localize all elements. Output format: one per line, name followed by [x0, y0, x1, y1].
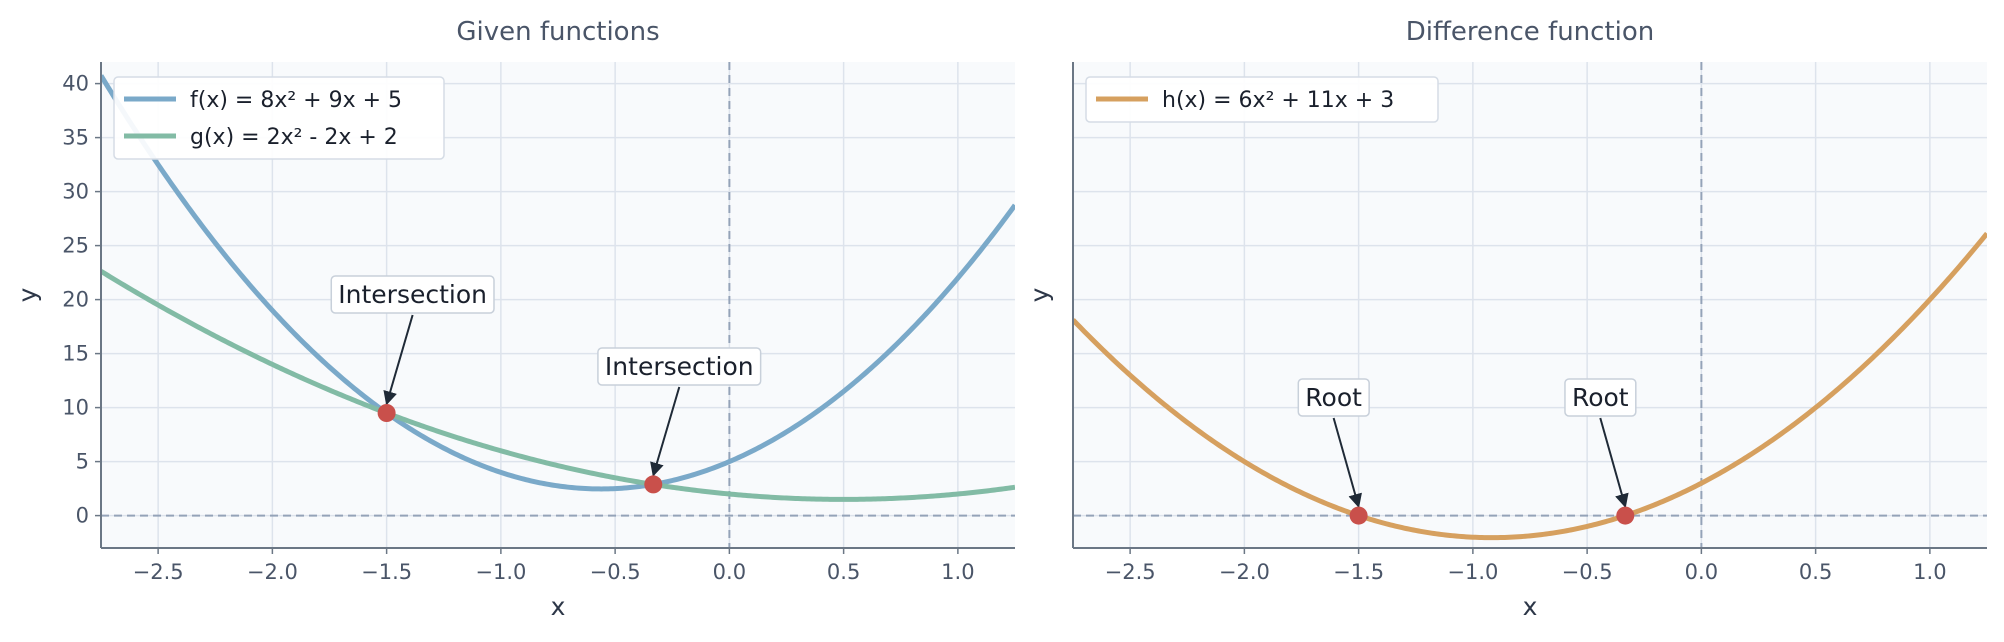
annotation-arrow: [1599, 417, 1629, 508]
intersection-marker: [1616, 506, 1635, 525]
x-tick-label: −2.5: [133, 560, 184, 584]
x-tick-label: 1.0: [1913, 560, 1946, 584]
x-tick-label: 0.0: [713, 560, 746, 584]
x-tick-label: −2.5: [1105, 560, 1156, 584]
y-axis-label: y: [13, 287, 42, 302]
x-tick-label: −2.0: [247, 560, 298, 584]
intersection-marker: [377, 404, 396, 422]
annotation-box: [597, 347, 762, 386]
annotation-label: Intersection: [605, 352, 754, 381]
annotation-arrow: [1332, 417, 1362, 508]
annotation-label: Root: [1572, 383, 1629, 412]
x-tick-label: −1.0: [475, 560, 526, 584]
y-tick-label: 10: [62, 396, 89, 420]
legend: h(x) = 6x² + 11x + 3: [1085, 76, 1439, 123]
x-axis-label: x: [1523, 592, 1538, 621]
legend-box: [1085, 76, 1439, 123]
x-tick-label: −1.0: [1447, 560, 1498, 584]
x-tick-label: 0.0: [1685, 560, 1718, 584]
series-line-1: [1073, 231, 1987, 541]
chart-panel-1: −2.5 −2.0 −1.5 −1.0 −0.5 0.0 0.5 1.0 0 5 10 15 20 25 3…: [13, 17, 1015, 621]
y-tick-label: 40: [62, 72, 89, 96]
x-tick-label: 0.5: [1799, 560, 1832, 584]
y-tick-label: 0: [76, 504, 89, 528]
legend-label: h(x) = 6x² + 11x + 3: [1162, 88, 1394, 113]
chart-title: Given functions: [456, 17, 659, 47]
annotation-label: Root: [1305, 383, 1362, 412]
annotation-label: Intersection: [338, 280, 487, 309]
intersection-marker: [1349, 506, 1368, 525]
series-group: [101, 74, 1015, 502]
series-group: [1073, 231, 1987, 541]
series-line-2: [101, 269, 1015, 502]
x-tick-label: −0.5: [590, 560, 641, 584]
x-tick-label: 0.5: [827, 560, 860, 584]
legend-label: f(x) = 8x² + 9x + 5: [190, 88, 402, 113]
y-tick-label: 15: [62, 342, 89, 366]
y-axis-label: y: [1025, 287, 1054, 302]
x-axis-label: x: [551, 592, 566, 621]
chart-panel-2: −2.5 −2.0 −1.5 −1.0 −0.5 0.0 0.5 1.0 Difference …: [1025, 17, 1987, 621]
chart-title: Difference function: [1406, 17, 1655, 47]
legend-label: g(x) = 2x² - 2x + 2: [190, 125, 398, 150]
y-tick-label: 30: [62, 180, 89, 204]
annotation-arrow: [383, 314, 414, 406]
x-tick-label: −2.0: [1219, 560, 1270, 584]
x-tick-label: −0.5: [1562, 560, 1613, 584]
x-tick-label: −1.5: [361, 560, 412, 584]
annotation-box: [1297, 378, 1370, 417]
x-tick-label: −1.5: [1333, 560, 1384, 584]
annotation-box: [330, 275, 495, 314]
y-tick-label: 5: [76, 450, 89, 474]
y-tick-label: 25: [62, 234, 89, 258]
legend: f(x) = 8x² + 9x + 5 g(x) = 2x² - 2x + 2: [113, 76, 445, 160]
y-tick-label: 35: [62, 126, 89, 150]
intersection-marker: [644, 475, 663, 494]
annotation-box: [1564, 378, 1637, 417]
annotation-arrow: [650, 386, 681, 477]
x-tick-label: 1.0: [941, 560, 974, 584]
series-line-1: [101, 74, 1015, 492]
y-tick-label: 20: [62, 288, 89, 312]
legend-box: [113, 76, 445, 160]
plot-area: [1073, 62, 1987, 548]
